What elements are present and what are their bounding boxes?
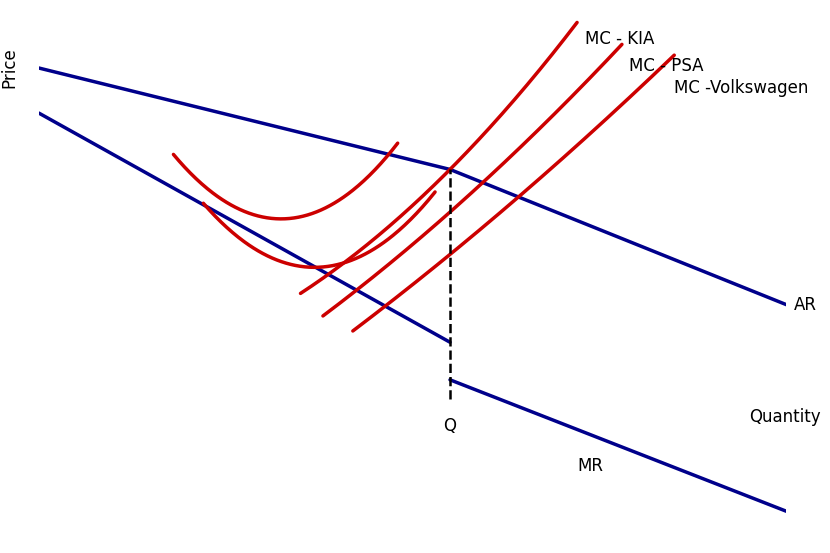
Text: Q: Q [443,418,457,435]
Text: MC - PSA: MC - PSA [629,57,704,75]
Text: AR: AR [793,296,817,314]
Text: MC - KIA: MC - KIA [584,30,654,49]
Text: MC -Volkswagen: MC -Volkswagen [674,79,808,97]
Text: Quantity: Quantity [749,408,821,426]
Text: MR: MR [577,457,603,475]
Text: Price: Price [0,48,18,88]
